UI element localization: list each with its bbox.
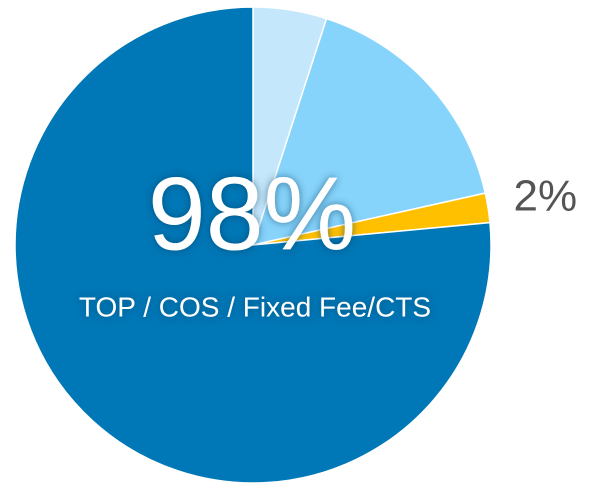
slice-label: 2% xyxy=(514,171,578,220)
center-value: 98% xyxy=(148,156,356,272)
slices xyxy=(14,6,492,484)
pie-slice xyxy=(251,17,487,247)
pie-slice xyxy=(14,6,492,484)
center-caption: TOP / COS / Fixed Fee/CTS xyxy=(79,291,431,322)
